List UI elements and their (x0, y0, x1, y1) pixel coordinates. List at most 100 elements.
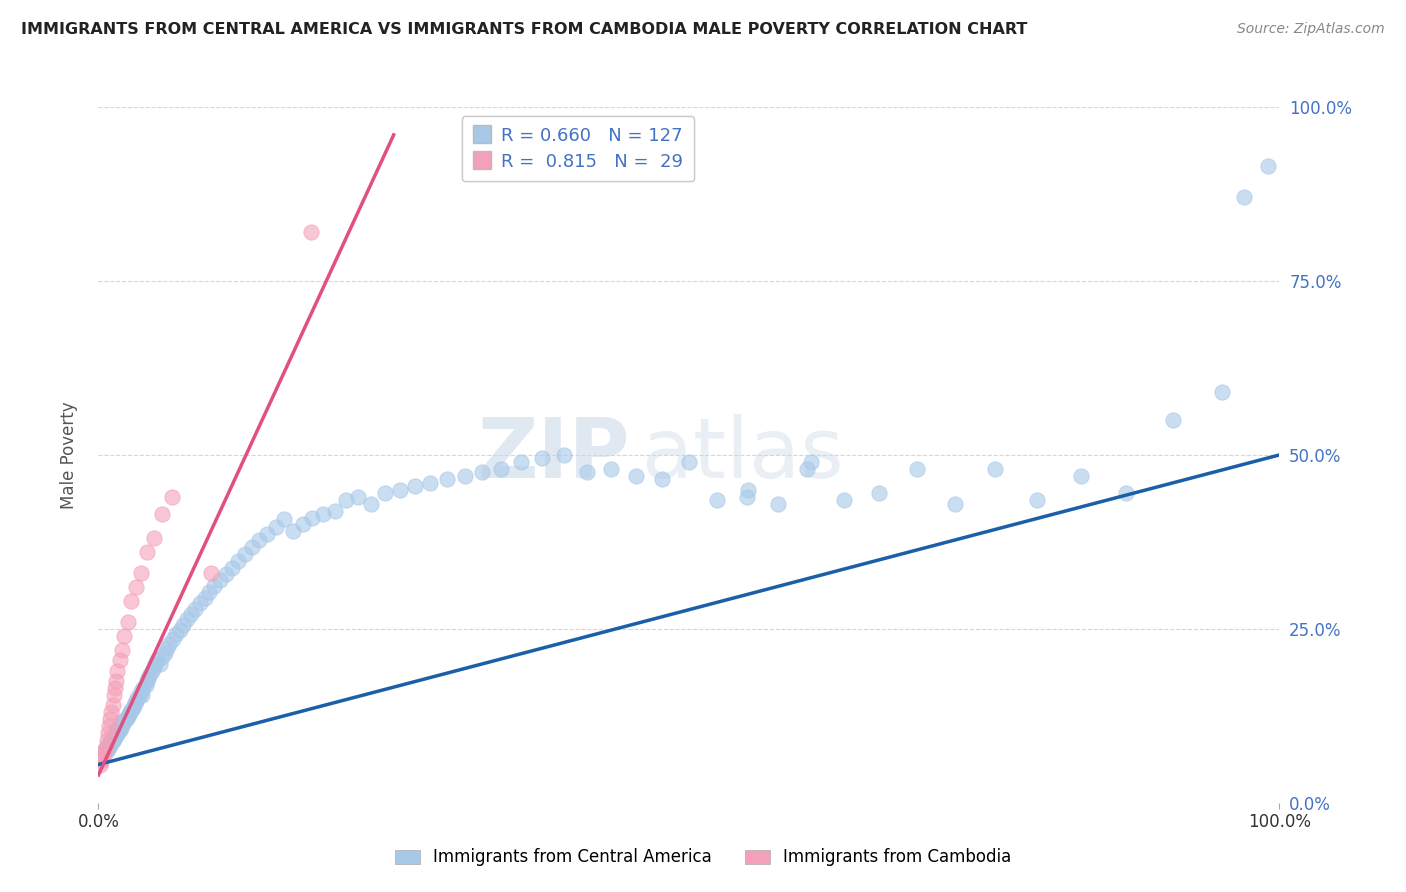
Point (600, 462, 623, 476)
Point (98, 734, 121, 748)
Point (150, 507, 173, 521)
Point (100, 736, 122, 750)
Point (128, 688, 150, 702)
Point (360, 497, 382, 511)
Point (108, 653, 131, 667)
Point (156, 641, 179, 656)
Point (868, 486, 890, 500)
Point (510, 455, 533, 469)
Point (678, 455, 700, 469)
Point (489, 462, 512, 476)
Point (105, 723, 128, 738)
Point (247, 533, 270, 548)
Point (131, 688, 153, 702)
Point (112, 714, 135, 728)
Point (221, 560, 243, 574)
Point (226, 554, 249, 568)
Point (91, 747, 114, 761)
Point (117, 708, 139, 723)
Point (335, 493, 357, 508)
Point (471, 466, 494, 480)
Point (94, 745, 117, 759)
Text: Source: ZipAtlas.com: Source: ZipAtlas.com (1237, 22, 1385, 37)
Point (93, 744, 115, 758)
Point (125, 693, 148, 707)
Point (436, 472, 458, 486)
Point (112, 715, 135, 730)
Point (169, 623, 191, 637)
Point (1026, 493, 1049, 508)
Point (984, 462, 1007, 476)
Point (112, 629, 135, 643)
Point (136, 671, 159, 685)
Legend: R = 0.660   N = 127, R =  0.815   N =  29: R = 0.660 N = 127, R = 0.815 N = 29 (461, 116, 695, 181)
Point (118, 707, 141, 722)
Point (735, 490, 758, 504)
Point (419, 475, 441, 490)
Point (800, 455, 823, 469)
Point (104, 728, 127, 742)
Point (127, 690, 149, 705)
Point (125, 580, 148, 594)
Point (1233, 190, 1256, 204)
Point (103, 688, 125, 702)
Point (160, 490, 183, 504)
Point (89, 757, 111, 772)
Point (404, 479, 426, 493)
Point (101, 698, 124, 713)
Point (180, 607, 202, 622)
Point (139, 667, 162, 681)
Point (90, 750, 112, 764)
Point (98, 738, 121, 752)
Point (121, 701, 143, 715)
Point (240, 541, 263, 555)
Point (91, 750, 114, 764)
Point (91, 748, 114, 763)
Point (453, 468, 475, 483)
Point (832, 493, 855, 508)
Point (129, 684, 152, 698)
Point (101, 734, 124, 748)
Point (283, 524, 305, 539)
Point (98, 740, 121, 755)
Point (120, 706, 142, 720)
Point (273, 512, 295, 526)
Point (209, 573, 232, 587)
Point (104, 681, 127, 695)
Point (97, 739, 120, 753)
Point (215, 566, 238, 581)
Point (104, 731, 127, 745)
Point (141, 664, 163, 678)
Point (103, 732, 125, 747)
Point (374, 486, 396, 500)
Point (135, 545, 157, 559)
Point (105, 727, 128, 741)
Point (105, 674, 128, 689)
Point (98, 712, 121, 726)
Point (100, 733, 122, 747)
Point (117, 615, 139, 629)
Point (796, 462, 818, 476)
Point (98, 719, 121, 733)
Point (107, 724, 129, 739)
Point (1211, 385, 1233, 400)
Point (105, 664, 128, 678)
Point (146, 653, 169, 667)
Point (96, 743, 118, 757)
Point (108, 719, 131, 733)
Point (157, 637, 180, 651)
Point (142, 532, 165, 546)
Point (165, 627, 187, 641)
Point (531, 451, 554, 466)
Point (323, 503, 346, 517)
Point (172, 617, 194, 632)
Point (129, 566, 152, 581)
Point (103, 729, 125, 743)
Point (943, 497, 966, 511)
Legend: Immigrants from Central America, Immigrants from Cambodia: Immigrants from Central America, Immigra… (387, 840, 1019, 875)
Y-axis label: Male Poverty: Male Poverty (59, 401, 77, 508)
Point (143, 657, 166, 671)
Text: IMMIGRANTS FROM CENTRAL AMERICA VS IMMIGRANTS FROM CAMBODIA MALE POVERTY CORRELA: IMMIGRANTS FROM CENTRAL AMERICA VS IMMIG… (21, 22, 1028, 37)
Point (194, 591, 217, 605)
Point (111, 642, 134, 657)
